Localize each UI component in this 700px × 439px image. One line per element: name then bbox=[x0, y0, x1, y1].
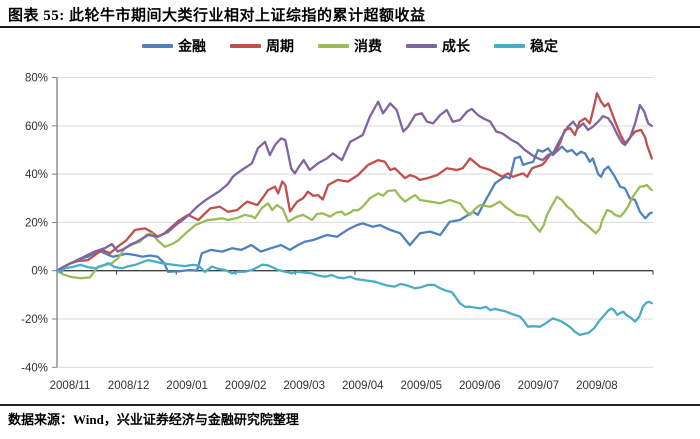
y-axis-label: 0% bbox=[31, 266, 48, 278]
series-line-stable bbox=[55, 258, 653, 337]
x-axis-label: 2009/03 bbox=[283, 380, 325, 392]
legend-line-icon bbox=[142, 44, 173, 48]
x-axis-label: 2009/07 bbox=[518, 380, 560, 392]
x-axis-label: 2009/01 bbox=[166, 380, 208, 392]
legend-item-growth: 成长 bbox=[406, 36, 470, 56]
title-rule bbox=[0, 26, 700, 28]
data-source-note: 数据来源：Wind，兴业证券经济与金融研究院整理 bbox=[8, 412, 299, 427]
x-axis-zero-line bbox=[56, 270, 654, 275]
x-axis-label: 2008/11 bbox=[50, 380, 91, 392]
y-axis-label: 80% bbox=[25, 73, 48, 85]
legend-line-icon bbox=[494, 44, 525, 48]
series-lines bbox=[55, 92, 653, 337]
x-axis-label: 2009/06 bbox=[459, 380, 501, 392]
x-axis-labels: 2008/11 2008/12 2009/01 2009/02 2009/03 2009/… bbox=[50, 380, 618, 392]
series-line-growth bbox=[55, 100, 653, 272]
y-axis-label: -40% bbox=[21, 362, 48, 374]
x-axis-label: 2009/08 bbox=[576, 380, 618, 392]
series-line-cyclicals bbox=[55, 92, 653, 272]
legend-line-icon bbox=[406, 44, 437, 48]
y-axis-labels: 80% 60% 40% 20% 0% -20% -40% bbox=[21, 73, 48, 375]
page-title: 图表 55: 此轮牛市期间大类行业相对上证综指的累计超额收益 bbox=[8, 8, 426, 24]
chart-legend: 金融 周期 消费 成长 稳定 bbox=[0, 36, 700, 56]
legend-item-stable: 稳定 bbox=[494, 36, 558, 56]
x-axis-label: 2008/12 bbox=[108, 380, 150, 392]
legend-line-icon bbox=[318, 44, 349, 48]
footer-rule bbox=[0, 404, 700, 406]
x-axis-label: 2009/02 bbox=[225, 380, 267, 392]
legend-label: 周期 bbox=[266, 40, 294, 55]
series-line-financials bbox=[55, 145, 653, 273]
legend-label: 消费 bbox=[354, 40, 382, 55]
series-line-consumer bbox=[55, 183, 653, 280]
y-axis-label: 60% bbox=[25, 121, 48, 133]
x-axis-label: 2009/04 bbox=[342, 380, 384, 392]
y-axis-label: 40% bbox=[25, 169, 48, 181]
legend-item-cyclicals: 周期 bbox=[230, 36, 294, 56]
legend-label: 金融 bbox=[178, 40, 206, 55]
legend-item-financials: 金融 bbox=[142, 36, 206, 56]
y-axis-label: -20% bbox=[21, 314, 48, 326]
legend-item-consumer: 消费 bbox=[318, 36, 382, 56]
legend-label: 成长 bbox=[442, 40, 470, 55]
y-axis-label: 20% bbox=[25, 217, 48, 229]
legend-label: 稳定 bbox=[530, 40, 558, 55]
legend-line-icon bbox=[230, 44, 261, 48]
y-axis bbox=[52, 77, 58, 368]
x-axis-label: 2009/05 bbox=[401, 380, 443, 392]
gridlines bbox=[57, 77, 653, 368]
